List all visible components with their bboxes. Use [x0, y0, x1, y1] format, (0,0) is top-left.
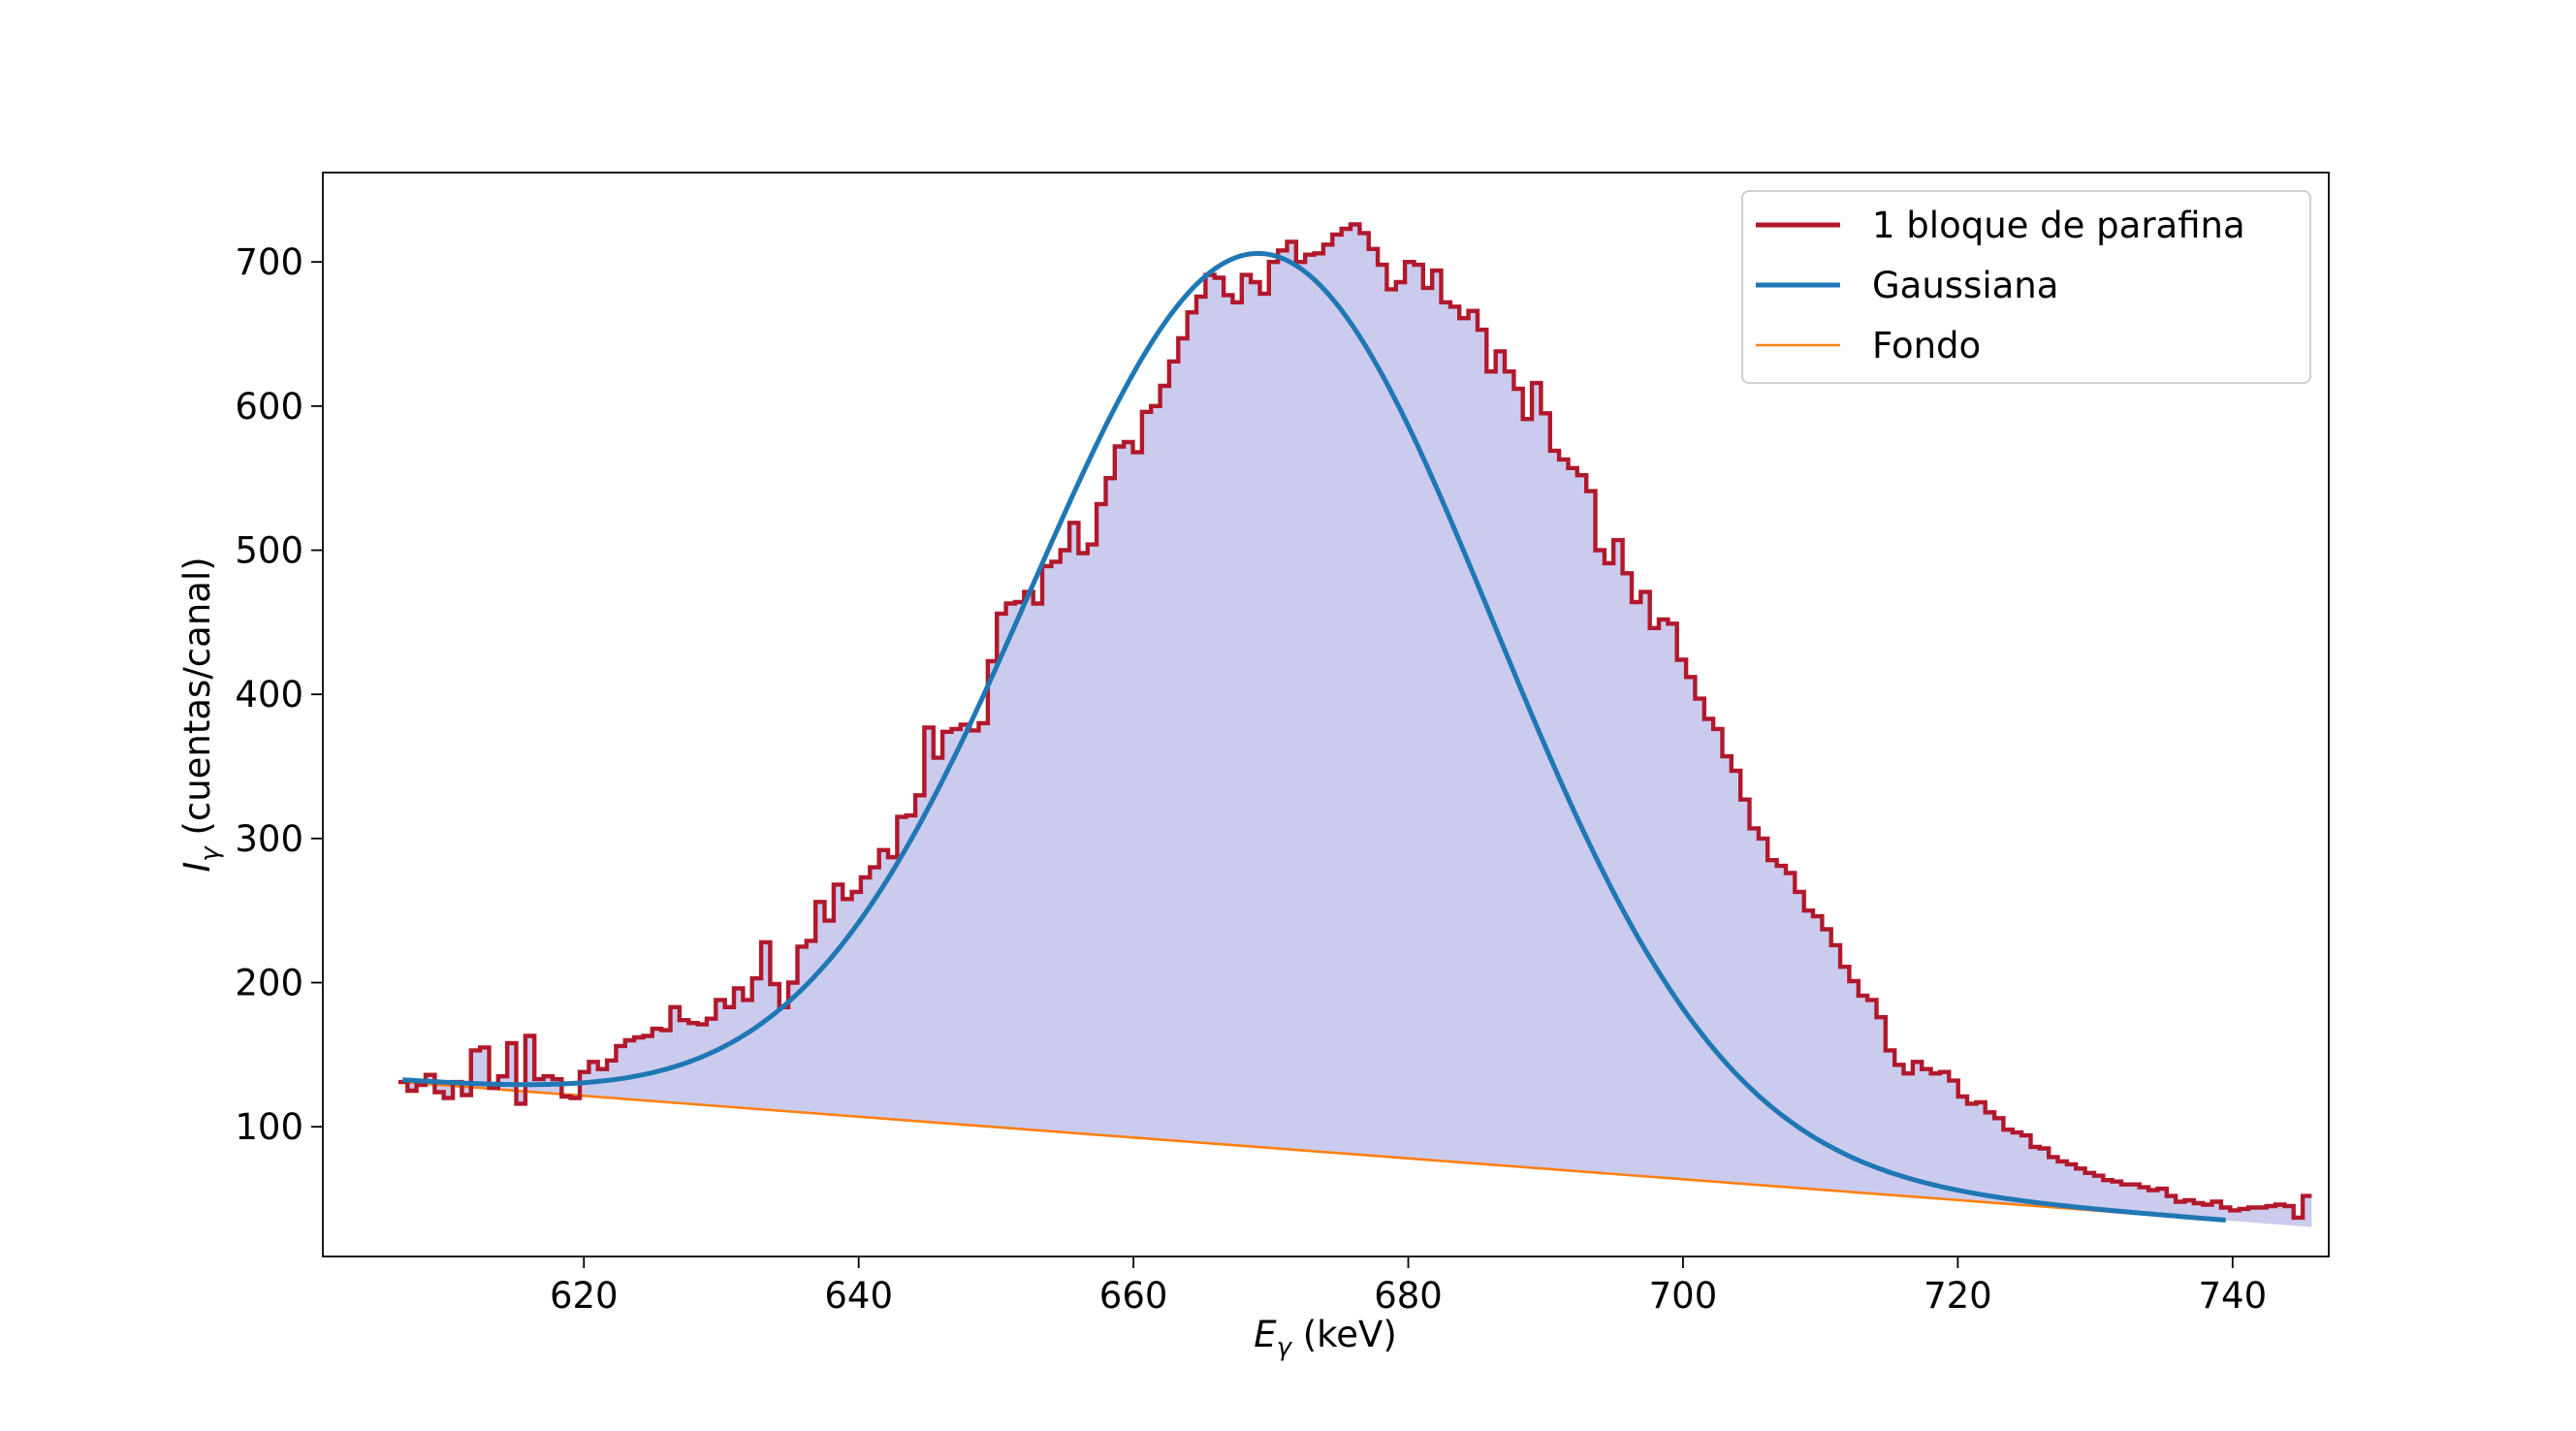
y-axis: 100 200 300 400 500 600 700: [235, 241, 323, 1148]
histogram-line: [398, 222, 2312, 1221]
y-tick-label: 500: [235, 530, 303, 572]
y-axis-label-symbol: I: [176, 862, 218, 873]
y-tick-label: 700: [235, 241, 303, 283]
y-axis-label-unit: (cuentas/canal): [176, 556, 218, 846]
x-tick-label: 640: [824, 1275, 893, 1317]
background-line: [402, 1080, 2226, 1223]
fill-area: [398, 224, 2312, 1227]
x-tick-label: 620: [550, 1275, 619, 1317]
x-tick-label: 740: [2198, 1275, 2267, 1317]
x-tick-label: 680: [1374, 1275, 1443, 1317]
y-axis-label-subscript: γ: [196, 845, 225, 862]
gaussian-line: [402, 250, 2226, 1223]
x-tick-label: 700: [1649, 1275, 1718, 1317]
x-tick-label: 660: [1099, 1275, 1168, 1317]
x-axis: 620 640 660 680 700 720 740: [550, 1256, 2267, 1317]
x-axis-label-subscript: γ: [1277, 1333, 1293, 1362]
y-axis-label: Iγ (cuentas/canal): [176, 556, 225, 872]
y-tick-label: 400: [235, 674, 303, 716]
legend: 1 bloque de parafina Gaussiana Fondo: [1741, 190, 2311, 384]
y-tick-label: 200: [235, 963, 303, 1004]
plot-area: [398, 222, 2312, 1227]
x-axis-label: Eγ (keV): [1254, 1314, 1397, 1362]
y-tick-label: 100: [235, 1106, 303, 1148]
legend-label-gaussian: Gaussiana: [1872, 265, 2058, 306]
x-axis-label-symbol: E: [1254, 1314, 1277, 1355]
legend-label-histogram: 1 bloque de parafina: [1872, 205, 2245, 246]
plot-frame: [322, 172, 2330, 1257]
legend-box: [1741, 190, 2311, 384]
x-axis-label-unit: (keV): [1291, 1314, 1397, 1355]
y-tick-label: 300: [235, 818, 303, 860]
x-tick-label: 720: [1924, 1275, 1992, 1317]
y-tick-label: 600: [235, 386, 303, 428]
legend-label-background: Fondo: [1872, 325, 1981, 366]
